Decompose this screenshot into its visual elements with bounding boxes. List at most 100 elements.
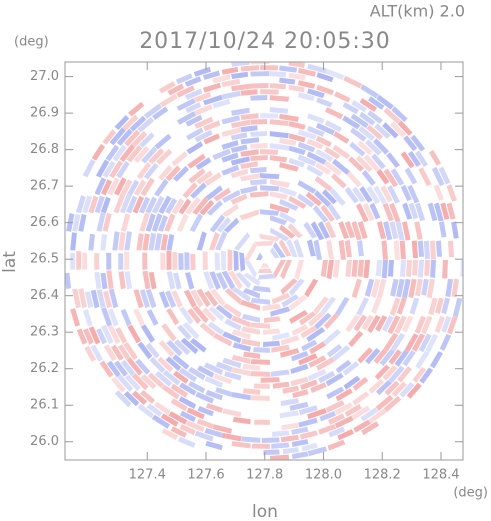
echo-cell [227,249,233,271]
echo-cell [263,340,281,347]
echo-cell [307,125,325,137]
echo-cell [407,184,420,204]
echo-cell [203,120,221,132]
echo-cell [327,204,342,221]
echo-cell [421,278,429,296]
echo-cell [350,113,369,129]
echo-cell [351,405,371,420]
echo-cell [263,316,281,323]
echo-cell [151,213,163,232]
echo-cell [390,332,406,352]
echo-cell [320,204,335,222]
echo-cell [263,449,280,455]
echo-cell [418,333,432,353]
echo-cell [387,185,400,204]
echo-cell [415,150,429,167]
echo-cell [361,169,376,186]
echo-cell [404,333,419,353]
echo-cell [84,345,97,362]
echo-cell [166,250,172,270]
echo-cell [222,303,242,318]
echo-cell [221,127,242,137]
echo-cell [407,150,421,167]
echo-cell [299,405,318,416]
echo-cell [291,439,309,447]
echo-cell [315,148,334,162]
echo-cell [117,374,134,392]
echo-cell [352,186,366,203]
echo-cell [371,297,382,314]
echo-cell [250,359,270,365]
echo-cell [230,156,250,166]
echo-cell [263,328,281,335]
echo-cell [316,72,334,83]
echo-cell [221,164,240,176]
echo-cell [78,213,87,232]
echo-cell [300,379,318,390]
echo-cell [154,401,171,416]
echo-cell [239,209,260,221]
echo-cell [128,101,145,117]
echo-cell [221,115,240,125]
echo-cell [328,426,346,438]
echo-cell [88,326,101,345]
echo-cell [323,313,339,330]
echo-cell [249,322,271,329]
echo-cell [390,278,399,297]
echo-cell [439,333,452,351]
echo-cell [323,329,341,346]
echo-cell [158,81,176,94]
echo-cell [440,202,450,220]
echo-cell [90,344,103,362]
echo-cell [434,316,445,334]
echo-cell [279,137,297,146]
echo-cell [143,103,162,119]
echo-cell [306,151,327,165]
echo-cell [139,132,155,148]
echo-cell [205,440,223,451]
echo-cell [84,291,94,309]
echo-cell [327,439,346,451]
echo-cell [161,323,177,342]
echo-cell [189,338,207,353]
echo-cell [157,356,174,373]
echo-cell [291,451,309,460]
echo-cell [101,324,114,345]
echo-cell [371,153,386,170]
echo-cell [325,372,344,387]
x-unit: (deg) [453,486,488,501]
x-tick-label: 127.8 [246,468,283,483]
echo-cell [298,417,318,428]
echo-cell [357,240,364,257]
echo-cell [307,63,328,74]
echo-cell [376,221,387,240]
echo-cell [297,154,317,167]
echo-cell [288,121,306,130]
echo-cell [228,270,243,290]
echo-cell [269,155,288,163]
echo-cell [446,202,456,220]
echo-cell [158,340,175,358]
echo-cell [115,327,128,344]
echo-cell [140,324,155,343]
echo-cell [271,292,291,305]
echo-cell [334,402,354,416]
echo-cell [146,309,159,326]
echo-cell [221,250,227,271]
x-tick-label: 128.0 [305,468,342,483]
echo-cell [445,278,453,298]
echo-cell [242,363,261,371]
echo-cell [184,76,202,87]
echo-cell [319,411,336,422]
echo-cell [441,316,452,333]
echo-cell [137,341,153,360]
echo-cell [306,138,324,150]
echo-cell [446,184,457,202]
echo-cell [196,170,213,185]
echo-cell [138,196,151,214]
echo-cell [324,221,337,239]
echo-cell [170,398,188,412]
echo-cell [120,213,131,232]
echo-cell [349,141,366,157]
echo-cell [142,233,150,251]
